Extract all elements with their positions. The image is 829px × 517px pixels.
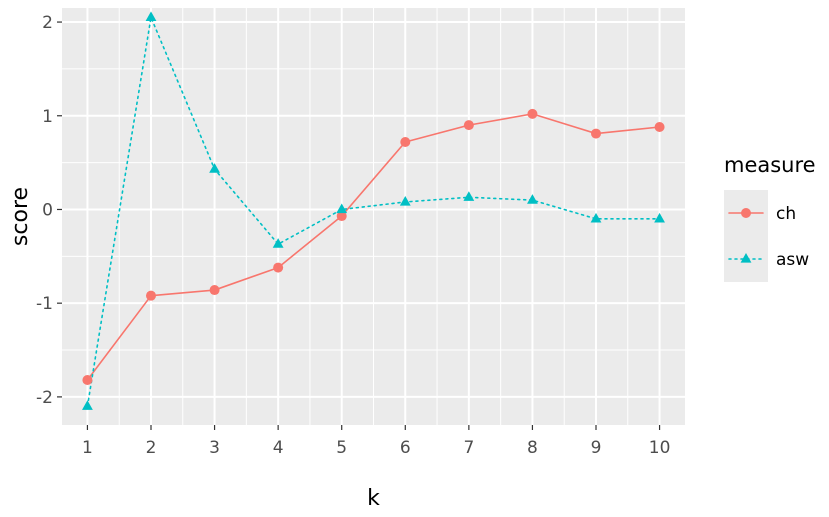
y-tick-label: 1 (42, 107, 53, 127)
legend-item-asw: asw (724, 236, 809, 282)
data-point-asw-3 (209, 163, 220, 173)
data-point-asw-6 (399, 195, 411, 206)
x-tick-label: 8 (527, 438, 538, 458)
y-axis-ticks: 2 1 0 -1 -2 (36, 13, 62, 408)
data-point-asw-2 (145, 11, 157, 21)
data-point-ch-4 (273, 262, 284, 273)
data-point-ch-3 (209, 285, 220, 296)
x-tick-label: 3 (209, 438, 220, 458)
data-point-asw-7 (463, 191, 475, 201)
legend-items: ch asw (724, 190, 809, 282)
data-point-ch-8 (527, 108, 538, 119)
data-point-ch-9 (591, 128, 601, 139)
data-point-asw-10 (654, 212, 665, 223)
data-point-ch-7 (463, 120, 474, 131)
x-tick-label: 10 (649, 438, 671, 458)
legend: measure ch asw (724, 153, 816, 282)
data-point-asw-4 (272, 238, 284, 248)
data-point-ch-2 (146, 290, 156, 301)
y-tick-label: 0 (42, 200, 53, 220)
x-axis-title: k (367, 486, 380, 511)
data-point-asw-1 (82, 400, 93, 410)
x-tick-label: 7 (463, 438, 474, 458)
x-tick-label: 4 (273, 438, 284, 458)
data-point-ch-6 (400, 137, 411, 148)
data-point-asw-8 (527, 194, 538, 204)
data-point-ch-10 (654, 122, 665, 133)
y-tick-label: 2 (42, 13, 53, 33)
y-axis-title: score (8, 187, 33, 246)
x-tick-label: 2 (146, 438, 157, 458)
legend-label-asw: asw (776, 250, 809, 270)
legend-item-ch: ch (724, 190, 796, 236)
legend-key-marker-asw (740, 253, 752, 263)
legend-label-ch: ch (776, 204, 796, 224)
legend-key-marker-ch (741, 208, 751, 218)
series-markers (82, 11, 665, 410)
series-line-ch (86, 113, 661, 381)
data-point-ch-1 (82, 375, 93, 386)
x-tick-label: 6 (400, 438, 411, 458)
y-tick-label: -1 (36, 294, 53, 314)
series-lines (86, 16, 661, 408)
x-tick-label: 1 (82, 438, 93, 458)
series-line-asw (86, 16, 661, 408)
data-point-asw-5 (336, 203, 348, 214)
x-tick-label: 5 (336, 438, 347, 458)
data-point-ch-5 (336, 211, 347, 222)
x-axis-ticks: 1 2 3 4 5 6 7 8 9 10 (82, 425, 670, 458)
legend-title: measure (724, 153, 816, 177)
y-tick-label: -2 (36, 388, 53, 408)
x-tick-label: 9 (591, 438, 602, 458)
data-point-asw-9 (590, 212, 602, 223)
